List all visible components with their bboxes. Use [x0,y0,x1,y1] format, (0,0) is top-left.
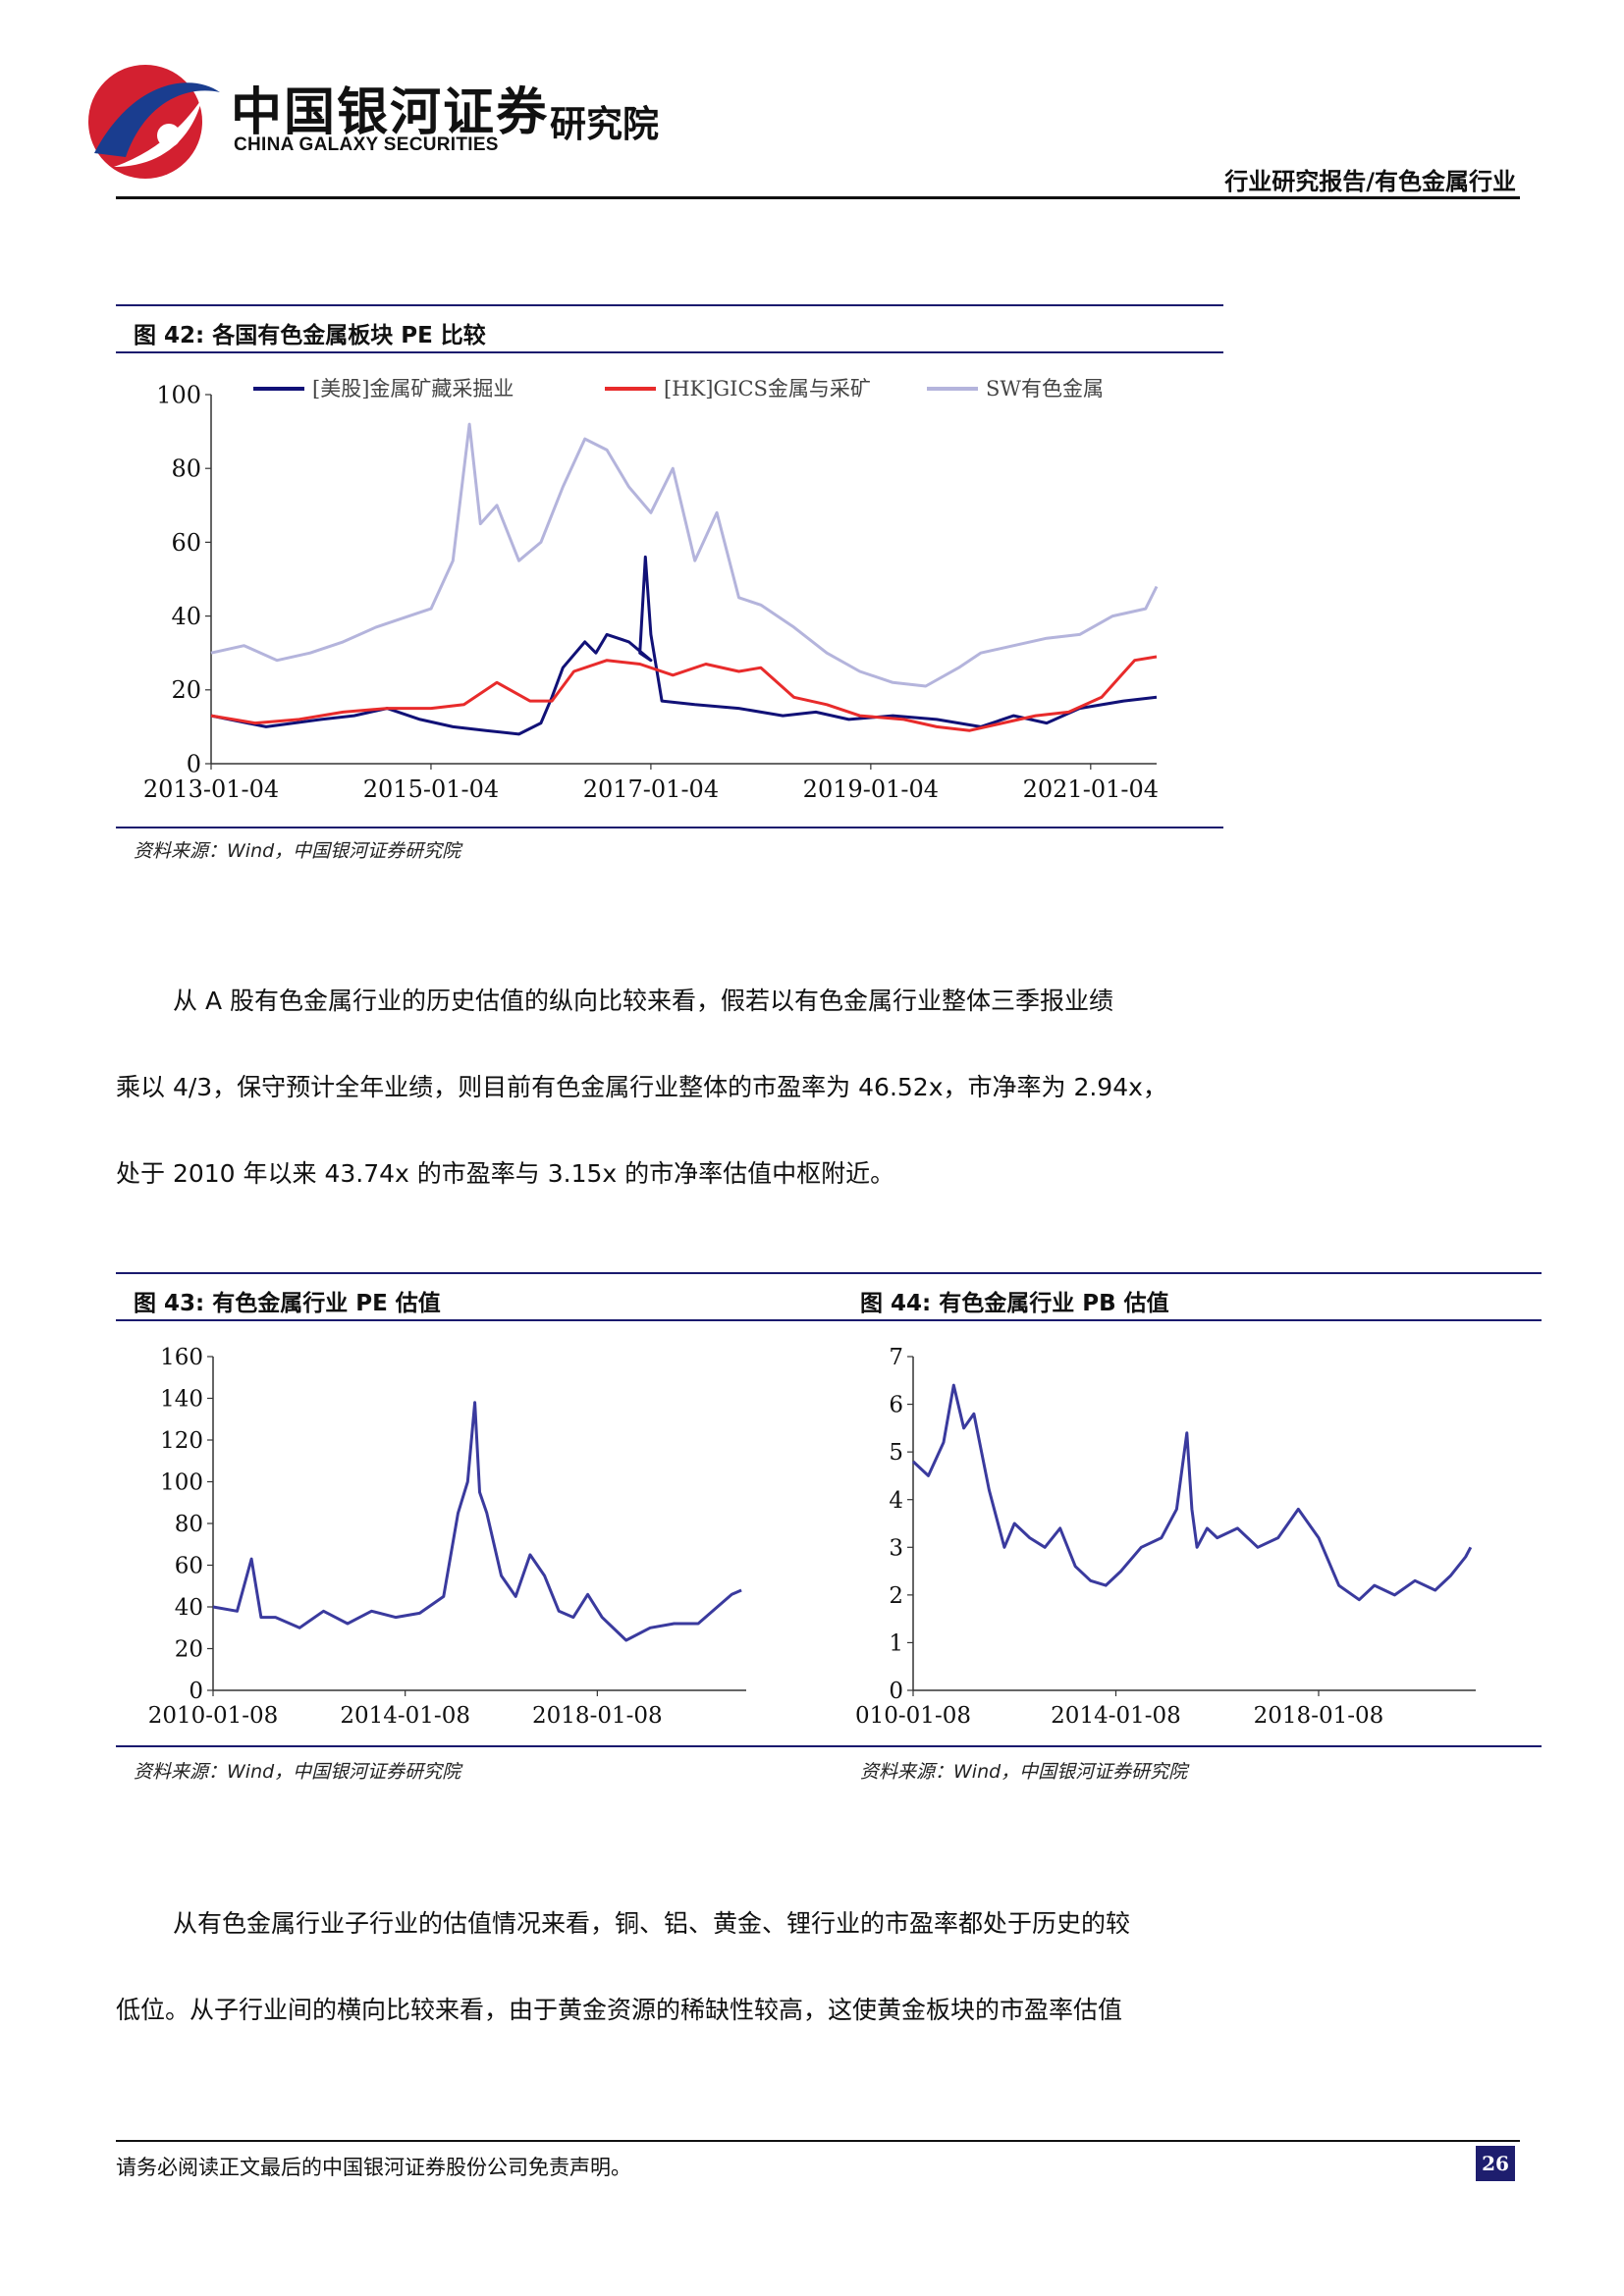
x-tick-label: 2014-01-08 [1051,1703,1181,1729]
y-tick-label: 60 [175,1554,203,1579]
header-rule [116,196,1520,199]
y-tick-label: 0 [889,1679,903,1704]
y-tick-label: 1 [889,1630,903,1656]
y-tick-label: 100 [160,1470,203,1496]
fig43-44-bottom-rule [116,1745,1542,1747]
para2-line2: 低位。从子行业间的横向比较来看，由于黄金资源的稀缺性较高，这使黄金板块的市盈率估… [116,1996,1123,2024]
fig42-bottom-rule [116,827,1223,828]
y-tick-label: 140 [160,1387,203,1413]
legend-label-2: [HK]GICS金属与采矿 [664,377,871,400]
y-tick-label: 6 [889,1393,903,1418]
y-tick-label: 100 [156,381,201,408]
footer-disclaimer: 请务必阅读正文最后的中国银河证券股份公司免责声明。 [116,2156,631,2179]
y-tick-label: 5 [889,1440,903,1466]
y-tick-label: 120 [160,1428,203,1454]
fig42-title-rule [116,351,1223,353]
x-tick-label: 2021-01-04 [1023,775,1159,803]
fig43-chart: 0 20 40 60 80 100 120 140 160 2010-01-08 2014-01-0… [148,1345,746,1729]
series-line-2 [210,655,1158,732]
x-tick-label: 2017-01-04 [583,775,719,803]
para1-line2: 乘以 4/3，保守预计全年业绩，则目前有色金属行业整体的市盈率为 46.52x，… [116,1073,1167,1101]
fig42-title: 图 42: 各国有色金属板块 PE 比较 [134,323,486,348]
y-tick-label: 60 [171,529,201,557]
galaxy-logo-icon [88,65,220,179]
y-tick-label: 40 [171,603,201,630]
fig42-chart: 0 20 40 60 80 100 2013-01-04 2015-01-04 2017-01-… [143,377,1159,803]
x-tick-label: 2013-01-04 [143,775,279,803]
y-tick-label: 160 [160,1345,203,1370]
fig43-source: 资料来源：Wind，中国银河证券研究院 [134,1761,461,1783]
x-tick-label: 2018-01-08 [532,1703,663,1729]
y-tick-label: 7 [889,1345,903,1370]
fig44-title: 图 44: 有色金属行业 PB 估值 [860,1291,1169,1316]
series-line-1 [210,555,1158,736]
x-tick-label: 2018-01-08 [1254,1703,1384,1729]
legend-label-1: [美股]金属矿藏采掘业 [312,377,514,400]
footer-rule [116,2140,1520,2142]
fig43-44-title-rule [116,1319,1542,1321]
x-tick-label: 2014-01-08 [340,1703,470,1729]
y-tick-label: 2 [889,1583,903,1609]
logo-chinese: 中国银河证券 [231,83,550,142]
y-tick-label: 0 [187,750,201,777]
fig43-44-top-rule [116,1272,1542,1274]
para1-line3: 处于 2010 年以来 43.74x 的市盈率与 3.15x 的市净率估值中枢附… [116,1159,895,1188]
para2-line1: 从有色金属行业子行业的估值情况来看，铜、铝、黄金、锂行业的市盈率都处于历史的较 [173,1909,1131,1938]
fig43-title: 图 43: 有色金属行业 PE 估值 [134,1291,441,1316]
series-line-1 [911,1383,1473,1602]
fig42-top-rule [116,304,1223,306]
report-type: 行业研究报告/有色金属行业 [1224,168,1516,195]
y-tick-label: 3 [889,1535,903,1561]
series-line-3 [210,422,1159,688]
x-tick-label: 010-01-08 [855,1703,971,1729]
para1-line1: 从 A 股有色金属行业的历史估值的纵向比较来看，假若以有色金属行业整体三季报业绩 [173,987,1113,1015]
x-tick-label: 2019-01-04 [803,775,939,803]
y-tick-label: 4 [889,1488,903,1514]
x-tick-label: 2015-01-04 [363,775,499,803]
fig44-source: 资料来源：Wind，中国银河证券研究院 [860,1761,1188,1783]
y-tick-label: 0 [189,1679,203,1704]
y-tick-label: 80 [171,455,201,483]
y-tick-label: 80 [175,1512,203,1537]
y-tick-label: 40 [175,1595,203,1621]
fig42-source: 资料来源：Wind，中国银河证券研究院 [134,840,461,862]
logo [75,59,703,187]
x-tick-label: 2010-01-08 [148,1703,279,1729]
y-tick-label: 20 [175,1637,203,1663]
page-number: 26 [1476,2146,1515,2181]
legend-label-3: SW有色金属 [986,377,1104,400]
fig44-chart: 0 1 2 3 4 5 6 7 010-01-08 2014-01-08 2018-01-08 [855,1345,1476,1729]
y-tick-label: 20 [171,676,201,704]
logo-english: CHINA GALAXY SECURITIES [234,134,499,155]
series-line-1 [212,1401,742,1642]
logo-institute: 研究院 [550,103,659,145]
